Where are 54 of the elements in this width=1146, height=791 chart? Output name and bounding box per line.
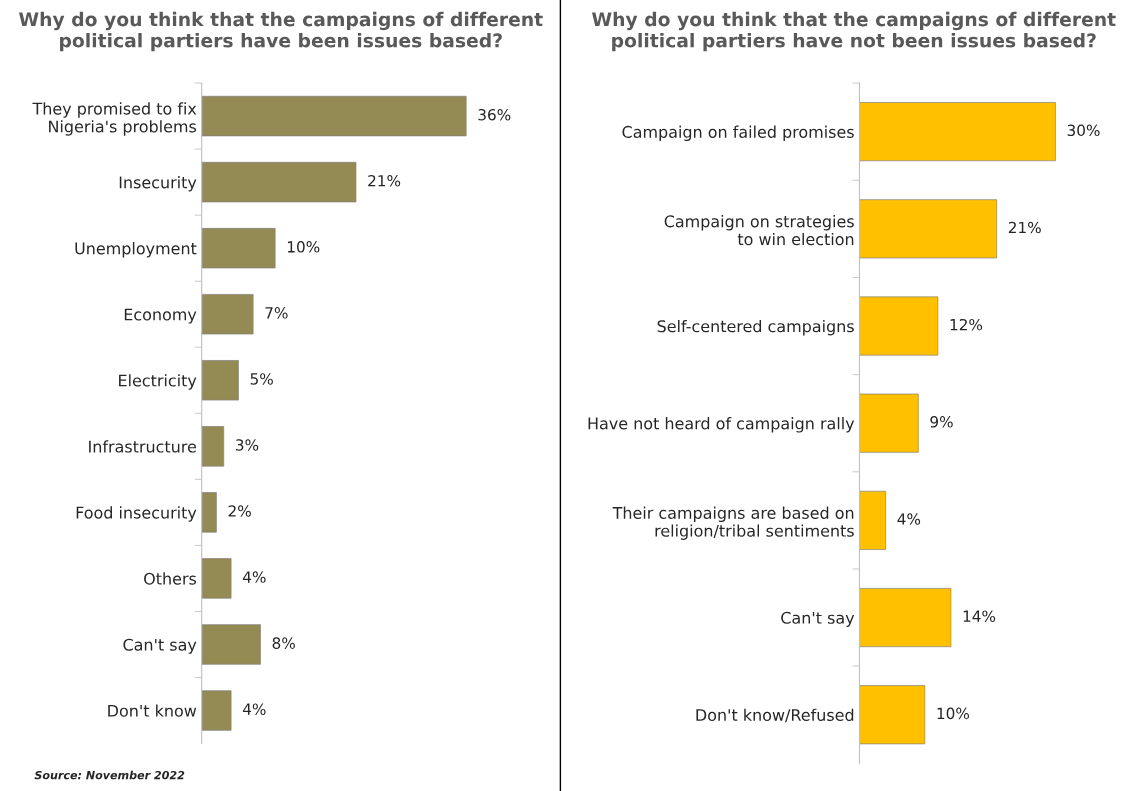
bar xyxy=(859,685,926,745)
data-label: 9% xyxy=(930,416,953,428)
y-tick-label: They promised to fix Nigeria's problems xyxy=(32,102,197,136)
data-label: 7% xyxy=(265,307,288,319)
data-label: 14% xyxy=(963,610,996,622)
bar xyxy=(201,228,276,269)
data-label: 21% xyxy=(368,175,401,187)
source-note: Source: November 2022 xyxy=(34,770,185,780)
data-label: 4% xyxy=(897,513,921,525)
bar xyxy=(201,294,254,335)
y-tick-label: Their campaigns are based on religion/tribal sentiments xyxy=(612,506,854,540)
y-tick-label: Electricity xyxy=(119,374,197,390)
bar xyxy=(201,558,232,599)
data-label: 8% xyxy=(272,637,295,649)
data-label: 5% xyxy=(250,373,273,385)
y-tick-label: Insecurity xyxy=(119,176,197,192)
bar xyxy=(859,588,952,648)
chart-title: Why do you think that the campaigns of different political partiers have not been issues based? xyxy=(592,11,1116,52)
y-tick-label: Economy xyxy=(124,308,197,324)
bar xyxy=(201,690,232,731)
bar xyxy=(201,95,467,137)
data-label: 30% xyxy=(1067,124,1100,137)
y-tick-label: Others xyxy=(144,572,197,585)
bar xyxy=(201,624,261,665)
bar xyxy=(201,360,239,401)
data-label: 21% xyxy=(1008,221,1041,234)
y-tick-label: Don't know xyxy=(108,704,197,717)
data-label: 4% xyxy=(242,703,266,715)
bar xyxy=(859,199,997,259)
data-label: 10% xyxy=(937,707,970,720)
y-tick-label: Infrastructure xyxy=(89,440,196,453)
chart-title: Why do you think that the campaigns of different political partiers have been issues based? xyxy=(19,11,543,52)
y-tick-label: Self-centered campaigns xyxy=(657,319,854,336)
y-tick-label: Have not heard of campaign rally xyxy=(588,417,855,433)
bar xyxy=(859,102,1056,162)
y-tick-label: Food insecurity xyxy=(76,506,197,522)
y-tick-label: Campaign on strategies to win election xyxy=(664,215,854,246)
bar xyxy=(859,490,886,550)
bar xyxy=(201,492,217,533)
data-label: 12% xyxy=(950,318,983,331)
bar xyxy=(859,296,939,356)
data-label: 2% xyxy=(228,505,251,517)
y-tick-label: Can't say xyxy=(781,611,855,627)
data-label: 36% xyxy=(478,108,511,121)
bar xyxy=(201,426,225,467)
y-tick-label: Campaign on failed promises xyxy=(622,125,854,142)
bar xyxy=(859,393,919,453)
data-label: 10% xyxy=(287,241,320,253)
y-tick-label: Don't know/Refused xyxy=(696,708,854,723)
data-label: 3% xyxy=(236,439,259,451)
bar xyxy=(201,161,357,203)
data-label: 4% xyxy=(242,571,266,583)
y-tick-label: Unemployment xyxy=(75,242,197,258)
y-tick-label: Can't say xyxy=(123,638,197,654)
